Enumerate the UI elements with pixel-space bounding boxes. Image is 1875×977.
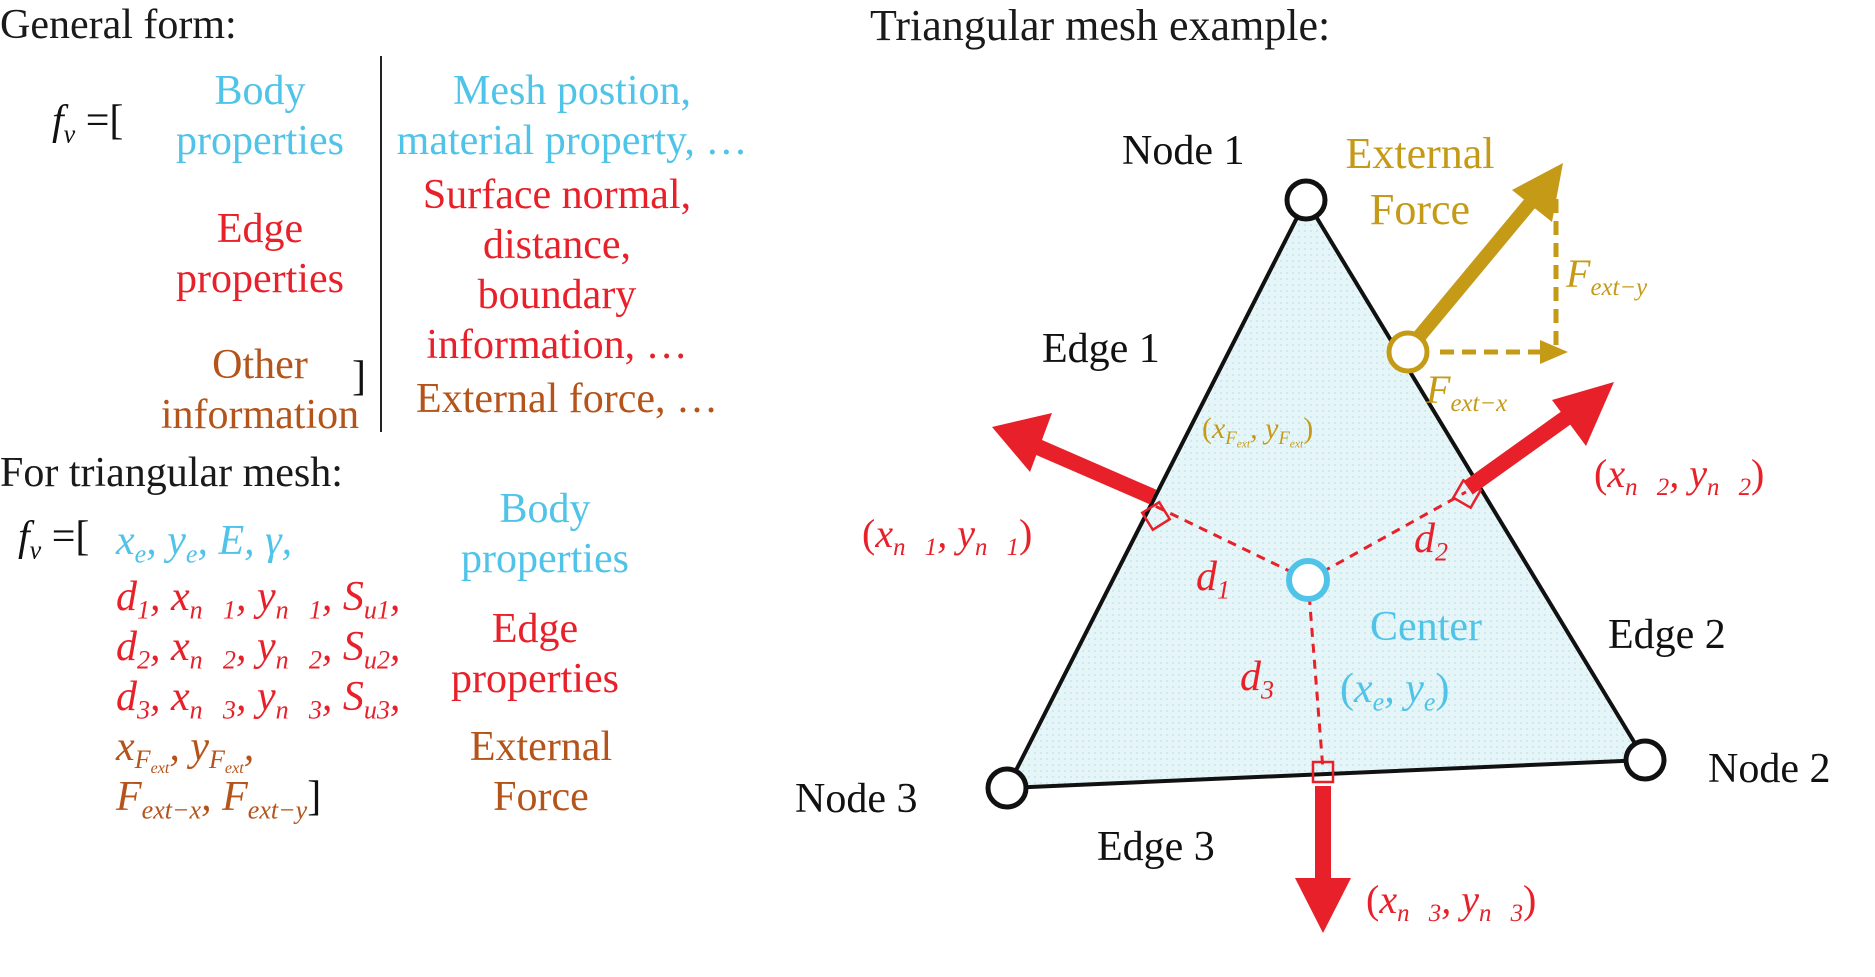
general-divider <box>380 56 382 432</box>
fext-y-label: Fext−y <box>1566 251 1648 301</box>
center-coords: (xe, ye) <box>1340 666 1450 717</box>
node-2-marker <box>1623 738 1667 782</box>
mesh-triangle <box>1003 195 1649 791</box>
edge-1-label: Edge 1 <box>1042 326 1160 372</box>
edge-2-label: Edge 2 <box>1608 612 1726 658</box>
normal-2-coords: (xn⃗2, yn⃗2) <box>1594 451 1765 501</box>
center-label: Center <box>1370 604 1482 650</box>
node-3-marker <box>985 766 1029 810</box>
distance-d1-label: d1 <box>1196 554 1231 605</box>
center-marker <box>1286 558 1330 602</box>
triangular-body-label: Body properties <box>461 486 629 582</box>
other-information-label: Other information <box>160 342 360 438</box>
body-properties-label: Body properties <box>176 68 344 164</box>
triangular-edge-label: Edge properties <box>451 606 619 702</box>
body-description: Mesh postion, material property, … <box>396 68 748 164</box>
vector-row-edge2: d2, xn⃗2, yn⃗2, Su2, <box>116 624 401 675</box>
force-x-arrowhead <box>1540 340 1568 364</box>
general-close-bracket: ] <box>352 354 366 400</box>
vector-row-force-pos: xFext, yFext, <box>116 724 255 778</box>
distance-d3-label: d3 <box>1240 654 1275 705</box>
normal-arrow-edge3 <box>1295 786 1351 933</box>
normal-arrow-edge1 <box>992 413 1157 505</box>
fv-symbol-triangular: fv =[ <box>18 514 90 565</box>
triangular-heading: For triangular mesh: <box>0 450 343 496</box>
distance-d2-label: d2 <box>1414 516 1449 567</box>
general-form-heading: General form: <box>0 2 237 48</box>
vector-row-body: xe, ye, E, γ, <box>116 518 293 569</box>
triangular-force-label: External Force <box>469 724 613 820</box>
edge-3-label: Edge 3 <box>1097 824 1215 870</box>
fext-x-label: Fext−x <box>1426 367 1508 417</box>
vector-row-edge3: d3, xn⃗3, yn⃗3, Su3, <box>116 674 401 725</box>
node-2-label: Node 2 <box>1708 746 1831 792</box>
normal-1-coords: (xn⃗1, yn⃗1) <box>862 511 1033 561</box>
edge-description: Surface normal, distance, boundary infor… <box>422 172 692 368</box>
node-3-label: Node 3 <box>795 776 918 822</box>
force-application-point <box>1386 330 1430 374</box>
normal-3-coords: (xn⃗3, yn⃗3) <box>1366 877 1537 927</box>
vector-row-edge1: d1, xn⃗1, yn⃗1, Su1, <box>116 574 401 625</box>
external-force-label: External Force <box>1345 129 1495 234</box>
edge-properties-label: Edge properties <box>176 206 344 302</box>
node-1-label: Node 1 <box>1122 128 1245 174</box>
force-point-coords: (xFext, yFext) <box>1202 412 1314 451</box>
other-description: External force, … <box>416 376 719 422</box>
example-heading: Triangular mesh example: <box>870 1 1331 50</box>
vector-row-force-comp: Fext−x, Fext−y] <box>116 774 322 825</box>
fv-symbol-general: fv =[ <box>52 98 124 149</box>
